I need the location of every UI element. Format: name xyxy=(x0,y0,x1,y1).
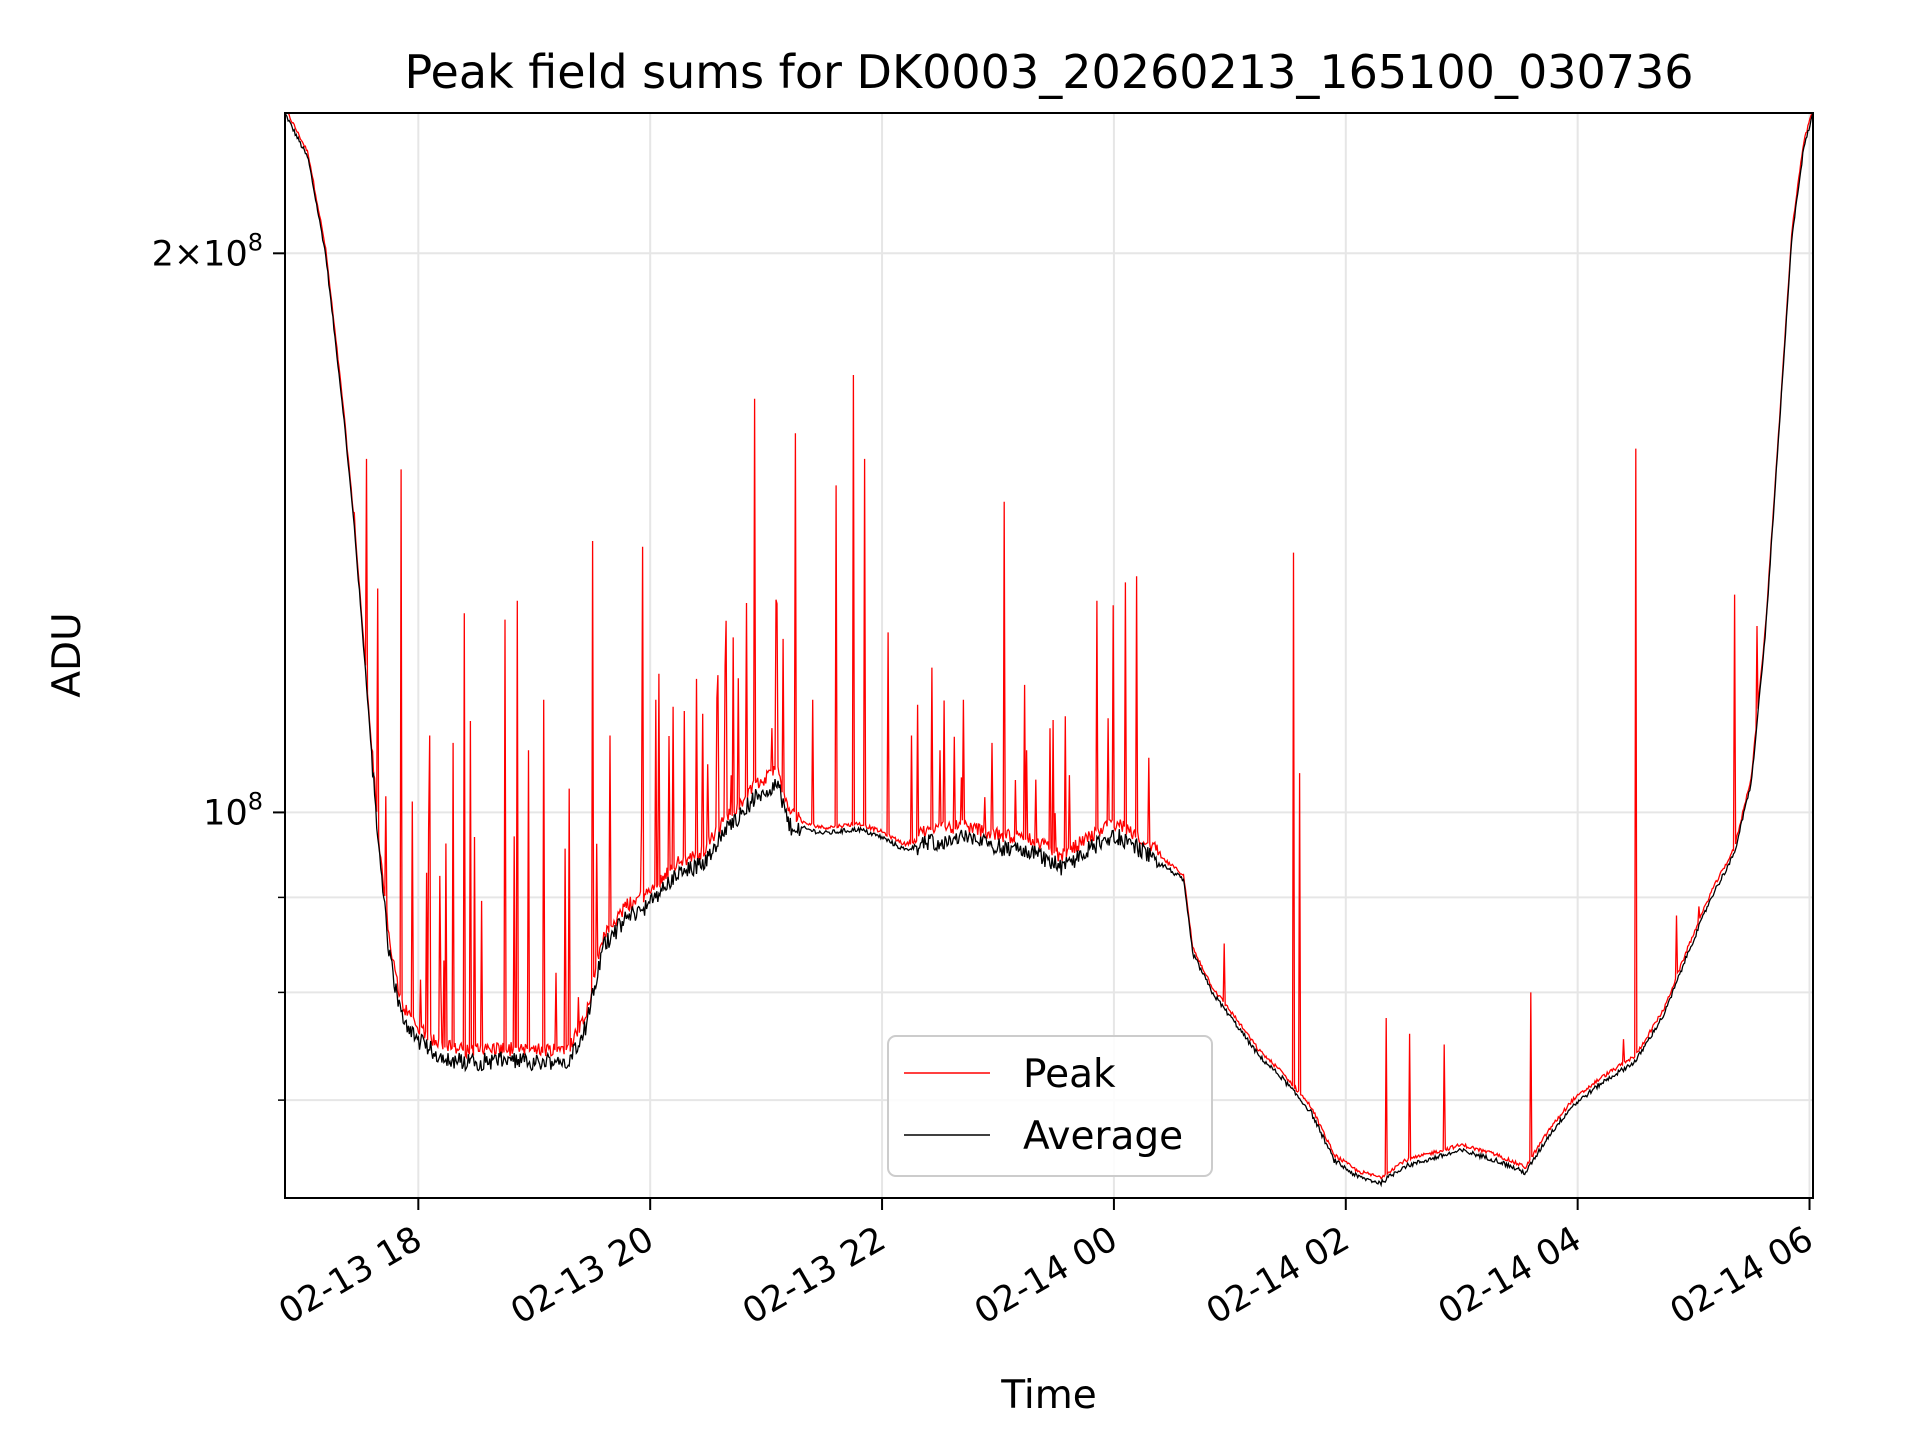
legend-average-label: Average xyxy=(1023,1114,1183,1159)
legend-peak-label: Peak xyxy=(1023,1052,1116,1097)
average-series-line xyxy=(285,113,1813,1188)
legend-box xyxy=(887,1035,1213,1177)
plot-frame xyxy=(284,112,1814,1199)
y-tick-label: 2×108 xyxy=(152,228,263,274)
chart-title: Peak field sums for DK0003_20260213_1651… xyxy=(404,45,1693,99)
legend: Peak Average xyxy=(887,1035,1213,1177)
series-lines xyxy=(285,113,1813,1188)
y-tick-label: 108 xyxy=(203,787,263,833)
x-axis-label: Time xyxy=(1000,1373,1096,1418)
peak-series-line xyxy=(285,113,1813,1180)
y-axis-label: ADU xyxy=(45,612,90,697)
